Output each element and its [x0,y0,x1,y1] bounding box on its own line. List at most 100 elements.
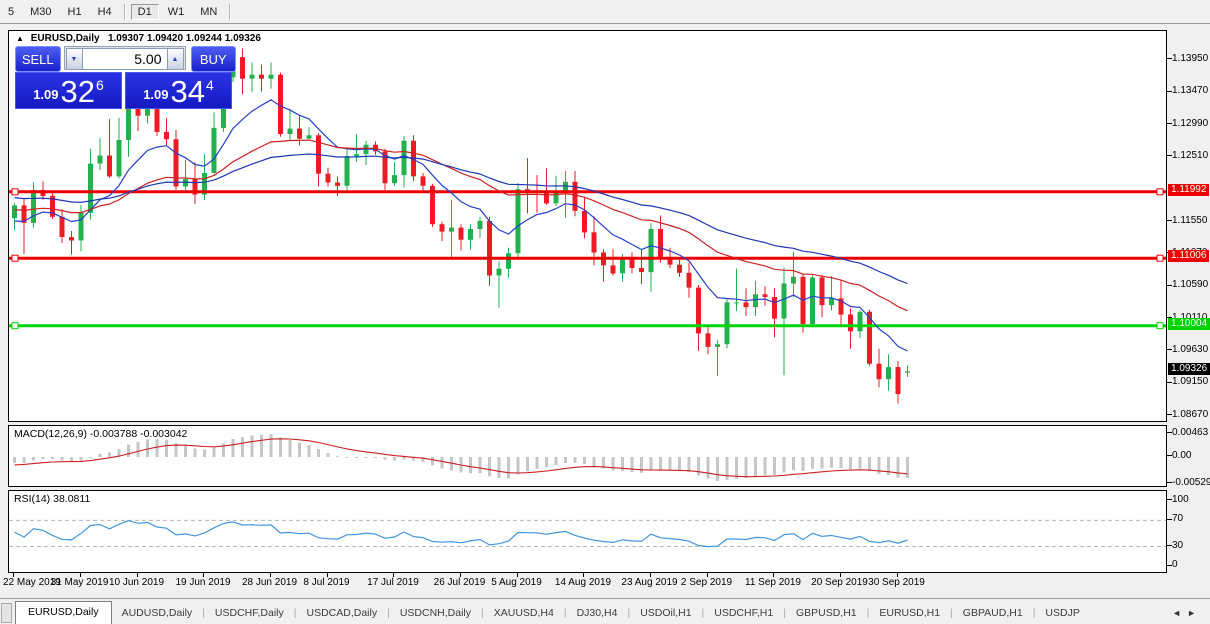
macd-name: MACD(12,26,9) [14,428,87,440]
current-price-tag: 1.09326 [1168,363,1210,376]
date-axis-label: 19 Jun 2019 [175,577,231,588]
macd-axis-tick [1167,455,1172,457]
price-axis-tick [1167,155,1172,157]
tab-scroll-arrows[interactable]: ◄► [1172,608,1210,624]
rsi-axis-tick [1167,518,1172,520]
rsi-value: 38.0811 [53,493,91,505]
price-axis-label: 1.10110 [1172,312,1207,323]
rsi-axis-tick [1167,545,1172,546]
tab-separator: | [1032,607,1036,619]
tab-scroll-left-icon[interactable]: ◄ [1172,608,1188,618]
price-axis-tick [1167,317,1172,319]
price-axis-tick [1167,284,1172,286]
price-axis-tick [1167,414,1172,416]
buy-button[interactable]: BUY [190,46,236,72]
tab-separator: | [950,607,953,619]
timeframe-button-m30[interactable]: M30 [30,5,52,18]
macd-main-value: -0.003788 [89,428,138,440]
tab-separator: | [627,607,631,619]
volume-increase-button[interactable]: ▲ [166,48,184,70]
buy-price-pip: 4 [206,77,214,93]
date-axis-label: 22 May 2019 [3,577,61,588]
macd-axis-label: 0.00 [1172,449,1192,461]
rsi-axis-label: 30 [1172,539,1184,551]
date-axis-tick [79,573,81,577]
sell-price-pip: 6 [96,77,104,93]
date-axis-label: 8 Jul 2019 [303,577,350,588]
rsi-panel[interactable] [8,490,1167,573]
level-price-tag: 1.11992 [1168,183,1210,196]
timeframe-button-mn[interactable]: MN [200,5,218,18]
price-axis-label: 1.10590 [1172,279,1209,291]
price-axis-tick [1167,58,1172,60]
chart-tab-usdcnh-daily[interactable]: USDCNH,Daily [399,607,472,619]
price-axis-tick [1167,349,1172,351]
timeframe-button-5[interactable]: 5 [8,5,15,18]
price-axis-label: 1.09630 [1172,343,1209,355]
date-axis-label: 2 Sep 2019 [680,577,733,588]
date-axis-label: 28 Jun 2019 [241,577,298,588]
date-axis-label: 17 Jul 2019 [367,577,419,588]
collapse-triangle-icon[interactable]: ▲ [16,34,24,43]
timeframe-button-d1[interactable]: D1 [130,3,159,20]
timeframe-toolbar: 5 M30 H1 H4 D1 W1 MN [0,0,1210,24]
chart-tab-dj30-h4[interactable]: DJ30,H4 [576,607,618,619]
rsi-chart[interactable] [9,491,1166,572]
date-axis-label: 14 Aug 2019 [554,577,612,588]
macd-panel[interactable] [8,425,1167,487]
date-axis-label: 31 May 2019 [50,577,109,588]
chart-ohlc-values: 1.09307 1.09420 1.09244 1.09326 [107,33,261,44]
date-axis-tick [516,573,518,577]
chart-tab-eurusd-h1[interactable]: EURUSD,H1 [879,607,941,619]
price-axis-tick [1167,90,1172,92]
date-axis-label: 5 Aug 2019 [491,577,542,588]
buy-price-display[interactable]: 1.09 34 4 [125,72,232,109]
chart-tab-eurusd-daily[interactable]: EURUSD,Daily [15,601,112,624]
timeframe-button-w1[interactable]: W1 [167,5,185,18]
price-axis-label: 1.08670 [1172,408,1209,420]
price-axis-label: 1.12990 [1172,117,1209,129]
chart-tab-audusd-daily[interactable]: AUDUSD,Daily [121,607,193,619]
price-axis-tick [1167,381,1172,383]
macd-chart[interactable] [9,426,1166,486]
chart-tab-gbpusd-h1[interactable]: GBPUSD,H1 [795,607,857,619]
rsi-axis-tick [1167,564,1172,566]
chart-tab-usdjp[interactable]: USDJP [1045,607,1080,619]
chart-tab-usdoil-h1[interactable]: USDOil,H1 [640,607,692,619]
date-axis-tick [393,573,394,577]
level-price-tag: 1.10004 [1168,317,1210,330]
rsi-indicator-label: RSI(14) 38.0811 [14,493,90,505]
sell-price-display[interactable]: 1.09 32 6 [15,72,122,109]
timeframe-button-h1[interactable]: H1 [67,5,82,18]
buy-price-small: 1.09 [143,87,169,102]
one-click-trade-panel: SELL ▼ ▲ BUY 1.09 32 6 1.09 34 4 [15,46,236,109]
macd-axis-label: -0.005299 [1172,476,1210,488]
chart-tab-usdcad-daily[interactable]: USDCAD,Daily [306,607,378,619]
date-axis-label: 30 Sep 2019 [868,577,925,588]
chart-tab-usdchf-daily[interactable]: USDCHF,Daily [214,607,284,619]
chart-tab-usdchf-h1[interactable]: USDCHF,H1 [714,607,774,619]
macd-axis-tick [1167,432,1172,434]
date-axis-tick [706,573,708,577]
volume-input[interactable] [82,48,167,70]
sell-button[interactable]: SELL [15,46,61,72]
chart-header: ▲ EURUSD,Daily 1.09307 1.09420 1.09244 1… [16,33,261,44]
chart-symbol-title: EURUSD,Daily [30,33,100,44]
chart-tab-xauusd-h4[interactable]: XAUUSD,H4 [493,607,554,619]
date-axis-tick [269,573,271,577]
volume-decrease-button[interactable]: ▼ [65,48,83,70]
tab-bar-edge [1,603,12,623]
sell-price-big: 32 [60,74,95,110]
toolbar-separator [123,3,126,20]
tab-separator: | [202,607,205,619]
date-axis-tick [773,573,774,577]
date-axis-tick [203,573,204,577]
rsi-axis-tick [1167,499,1172,501]
chart-tab-gbpaud-h1[interactable]: GBPAUD,H1 [962,607,1023,619]
price-axis-label: 1.13950 [1172,52,1209,64]
tab-separator: | [563,607,567,619]
date-axis-label: 23 Aug 2019 [621,577,678,588]
tab-scroll-right-icon[interactable]: ► [1187,608,1202,618]
date-axis-tick [649,573,651,577]
timeframe-button-h4[interactable]: H4 [97,5,112,18]
